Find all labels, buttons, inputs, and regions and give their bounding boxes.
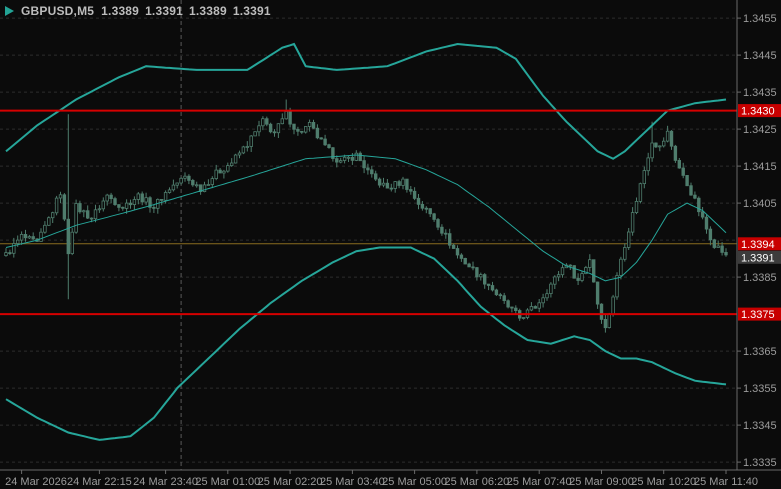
chart-plot-area[interactable] xyxy=(0,0,737,470)
time-axis-label: 24 Mar 23:40 xyxy=(133,476,198,488)
price-tick-label: 1.3345 xyxy=(743,420,777,432)
price-tick-label: 1.3385 xyxy=(743,272,777,284)
time-axis-label: 25 Mar 09:00 xyxy=(569,476,634,488)
ohlc-high: 1.3391 xyxy=(145,4,183,18)
price-marker-label: 1.3391 xyxy=(741,252,775,264)
time-axis-label: 24 Mar 2026 xyxy=(5,476,67,488)
price-tick-label: 1.3435 xyxy=(743,87,777,99)
price-tick-label: 1.3415 xyxy=(743,161,777,173)
chart-title-bar: GBPUSD,M5 1.3389 1.3391 1.3389 1.3391 xyxy=(5,4,271,18)
bollinger-upper-band[interactable] xyxy=(5,42,727,160)
price-tick-label: 1.3455 xyxy=(743,13,777,25)
price-tick-label: 1.3425 xyxy=(743,124,777,136)
price-marker-1.3375 xyxy=(738,307,781,321)
time-axis-label: 25 Mar 03:40 xyxy=(320,476,385,488)
time-axis-label: 25 Mar 10:20 xyxy=(631,476,696,488)
price-tick-label: 1.3405 xyxy=(743,198,777,210)
time-axis-label: 25 Mar 06:20 xyxy=(444,476,509,488)
ohlc-open: 1.3389 xyxy=(101,4,140,18)
price-tick-label: 1.3355 xyxy=(743,383,777,395)
price-marker-label: 1.3394 xyxy=(741,239,775,251)
symbol-timeframe-label: GBPUSD,M5 xyxy=(21,4,95,18)
time-axis-label: 25 Mar 02:20 xyxy=(258,476,323,488)
bollinger-middle-band[interactable] xyxy=(5,154,727,282)
time-axis-label: 25 Mar 11:40 xyxy=(694,476,758,488)
ohlc-low: 1.3389 xyxy=(188,4,227,18)
price-marker-label: 1.3375 xyxy=(741,309,775,321)
ohlc-readout: 1.3389 1.3391 1.3389 1.3391 xyxy=(101,4,271,18)
price-marker-1.3394 xyxy=(738,237,781,251)
time-axis-label: 25 Mar 05:00 xyxy=(382,476,447,488)
bollinger-lower-band[interactable] xyxy=(5,246,727,441)
price-tick-label: 1.3335 xyxy=(743,457,777,469)
price-tick-label: 1.3445 xyxy=(743,50,777,62)
price-marker-label: 1.3430 xyxy=(741,106,775,118)
price-marker-1.3391 xyxy=(738,250,781,264)
time-axis-label: 25 Mar 07:40 xyxy=(507,476,572,488)
ohlc-close: 1.3391 xyxy=(232,4,271,18)
price-tick-label: 1.3365 xyxy=(743,346,777,358)
time-axis-label: 24 Mar 22:15 xyxy=(67,476,132,488)
chart-logo-icon xyxy=(5,6,14,16)
price-marker-1.3430 xyxy=(738,104,781,118)
time-axis-label: 25 Mar 01:00 xyxy=(195,476,260,488)
price-axis[interactable]: 1.3455 1.3445 1.3435 1.3425 1.3415 1.3405 1.33… xyxy=(737,13,781,469)
